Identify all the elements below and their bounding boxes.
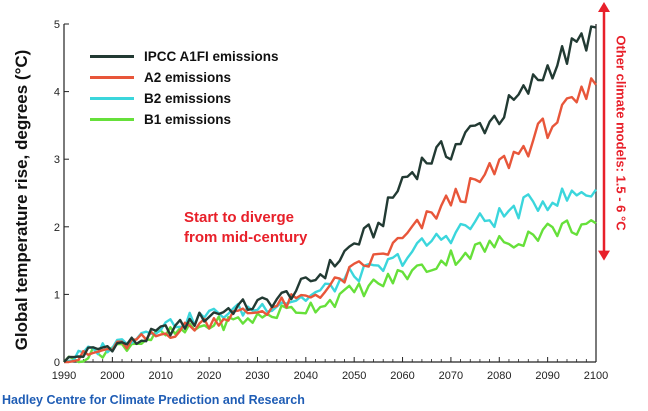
- series-line-3: [63, 218, 597, 364]
- range-arrow-down-head: [598, 250, 610, 261]
- legend-swatch: [90, 118, 134, 121]
- x-tick-label: 2020: [197, 370, 221, 382]
- x-tick-label: 2000: [100, 370, 124, 382]
- range-arrow-up-head: [598, 2, 610, 12]
- x-tick-label: 2070: [439, 370, 463, 382]
- series-line-1: [64, 77, 597, 364]
- diverge-annotation: Start to diverge from mid-century: [184, 208, 344, 248]
- y-axis-label: Global temperature rise, degrees (°C): [12, 49, 31, 351]
- x-tick-label: 2010: [148, 370, 172, 382]
- y-tick-label: 0: [54, 357, 60, 369]
- series-line-0: [63, 25, 597, 363]
- side-note-box: Other climate models: 1.5 - 6 °C: [610, 18, 632, 248]
- other-models-note: Other climate models: 1.5 - 6 °C: [613, 35, 629, 231]
- legend-label: IPCC A1FI emissions: [144, 49, 279, 64]
- y-tick-label: 3: [54, 154, 60, 166]
- legend-swatch: [90, 76, 134, 79]
- x-tick-label: 1990: [52, 370, 76, 382]
- x-tick-label: 2090: [535, 370, 559, 382]
- legend-item: A2 emissions: [90, 67, 279, 88]
- y-axis-label-box: Global temperature rise, degrees (°C): [4, 40, 40, 360]
- legend-swatch: [90, 55, 134, 58]
- x-tick-label: 2050: [342, 370, 366, 382]
- legend-label: B1 emissions: [144, 112, 232, 127]
- annotation-line-1: Start to diverge: [184, 209, 295, 226]
- legend-item: IPCC A1FI emissions: [90, 46, 279, 67]
- source-credit: Hadley Centre for Climate Prediction and…: [2, 393, 305, 407]
- y-tick-label: 2: [54, 222, 60, 234]
- x-tick-label: 2100: [584, 370, 608, 382]
- y-tick-label: 1: [54, 289, 60, 301]
- x-tick-label: 2040: [294, 370, 318, 382]
- y-tick-label: 4: [54, 87, 60, 99]
- legend-label: A2 emissions: [144, 70, 232, 85]
- legend-item: B1 emissions: [90, 109, 279, 130]
- annotation-line-2: from mid-century: [184, 229, 308, 246]
- x-tick-label: 2060: [390, 370, 414, 382]
- x-tick-label: 2030: [245, 370, 269, 382]
- legend-label: B2 emissions: [144, 91, 232, 106]
- legend-item: B2 emissions: [90, 88, 279, 109]
- y-tick-label: 5: [54, 19, 60, 31]
- legend: IPCC A1FI emissions A2 emissions B2 emissi…: [90, 46, 279, 130]
- legend-swatch: [90, 97, 134, 100]
- x-tick-label: 2080: [487, 370, 511, 382]
